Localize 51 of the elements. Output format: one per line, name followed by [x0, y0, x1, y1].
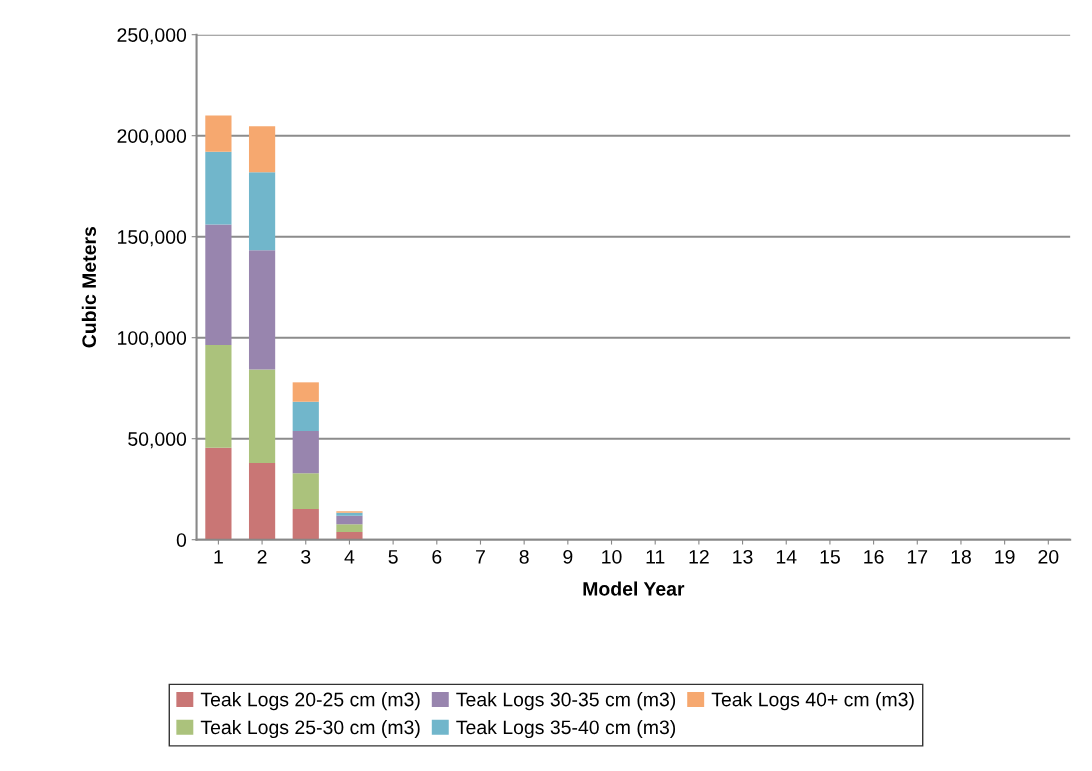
- bar: [292, 473, 319, 509]
- y-tick-label: 100,000: [118, 331, 187, 348]
- x-tick-label: 15: [820, 550, 840, 564]
- bar: [205, 224, 232, 345]
- x-tick-label: 9: [563, 549, 573, 564]
- bar: [248, 126, 276, 173]
- x-tick-label: 3: [301, 549, 311, 564]
- x-tick-label: 12: [689, 549, 709, 564]
- bar: [336, 532, 363, 540]
- bar: [292, 509, 319, 540]
- y-tick-label: 50,000: [128, 432, 187, 449]
- x-tick-label: 1: [214, 550, 223, 564]
- x-tick-label: 2: [257, 549, 267, 564]
- x-tick-label: 10: [602, 549, 622, 564]
- y-tick-label: 250,000: [117, 28, 187, 45]
- bar: [248, 462, 276, 540]
- bar: [336, 515, 363, 525]
- x-tick-label: 14: [776, 550, 797, 564]
- legend-label: Teak Logs 25-30 cm (m3): [200, 719, 420, 739]
- bar: [292, 401, 319, 432]
- bar: [205, 447, 232, 540]
- x-tick-label: 18: [951, 549, 971, 564]
- bar: [336, 524, 363, 533]
- x-tick-label: 16: [864, 549, 884, 564]
- y-tick-label: 150,000: [118, 230, 187, 247]
- x-tick-label: 7: [476, 550, 485, 564]
- bar: [292, 431, 319, 474]
- x-axis-title: Model Year: [583, 581, 685, 596]
- bar: [205, 344, 232, 448]
- x-tick-label: 6: [432, 549, 442, 564]
- x-tick-label: 17: [907, 550, 928, 564]
- legend-label: Teak Logs 30-35 cm (m3): [456, 692, 676, 711]
- legend-label: Teak Logs 20-25 cm (m3): [200, 692, 420, 711]
- x-tick-label: 20: [1038, 549, 1059, 564]
- x-tick-label: 11: [646, 550, 665, 564]
- bar: [248, 369, 276, 463]
- x-tick-label: 19: [995, 549, 1015, 564]
- x-tick-label: 8: [519, 549, 529, 564]
- y-axis-title: Cubic Meters: [81, 226, 97, 348]
- x-tick-label: 13: [733, 549, 753, 564]
- x-tick-label: 5: [388, 550, 398, 564]
- bar: [205, 115, 232, 152]
- bar: [248, 172, 276, 251]
- y-tick-label: 200,000: [117, 129, 187, 146]
- bar: [248, 250, 276, 370]
- y-tick-label: 0: [176, 533, 187, 547]
- x-tick-label: 4: [344, 550, 355, 564]
- bar: [292, 382, 319, 402]
- legend-label: Teak Logs 35-40 cm (m3): [456, 719, 676, 739]
- legend-label: Teak Logs 40+ cm (m3): [711, 692, 914, 711]
- bar: [205, 151, 232, 225]
